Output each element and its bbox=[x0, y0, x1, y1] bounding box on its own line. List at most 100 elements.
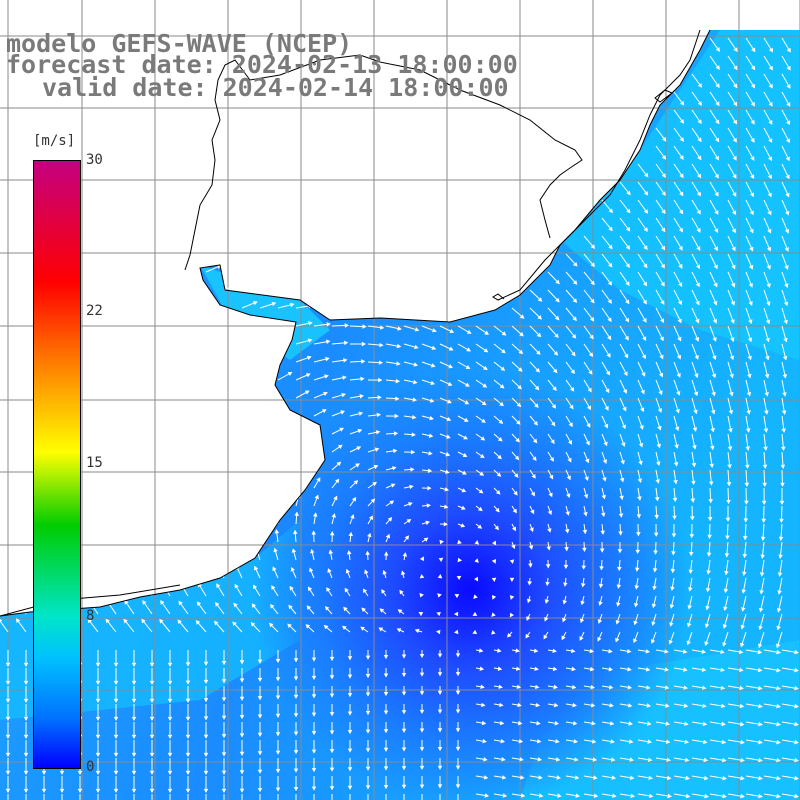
wind-arrow-head bbox=[437, 573, 443, 579]
wind-arrow-head bbox=[723, 588, 729, 594]
wind-arrow-head bbox=[460, 523, 466, 528]
coastline bbox=[492, 29, 701, 301]
wind-arrow-head bbox=[404, 535, 410, 540]
wind-arrow-head bbox=[760, 536, 766, 542]
wind-arrow-head bbox=[642, 299, 647, 305]
wind-arrow-head bbox=[414, 628, 420, 634]
wind-arrow-head bbox=[257, 696, 263, 701]
wind-arrow-head bbox=[95, 752, 101, 758]
wind-arrow-head bbox=[500, 366, 506, 371]
wind-arrow-head bbox=[427, 468, 433, 474]
wind-arrow-head bbox=[733, 101, 738, 107]
wind-arrow-head bbox=[695, 300, 700, 306]
wind-arrow-head bbox=[675, 408, 680, 414]
wind-arrow-head bbox=[447, 381, 453, 386]
wind-arrow-head bbox=[604, 406, 609, 411]
wind-arrow-head bbox=[705, 605, 710, 611]
wind-arrow-head bbox=[630, 793, 636, 799]
wind-arrow-head bbox=[239, 751, 245, 757]
wind-arrow-head bbox=[383, 673, 389, 678]
wind-arrow-head bbox=[778, 536, 784, 542]
wind-arrow-head bbox=[378, 627, 384, 632]
wind-arrow-head bbox=[383, 710, 389, 715]
wind-arrow-head bbox=[293, 750, 299, 755]
wind-arrow-head bbox=[360, 376, 365, 382]
wind-arrow-head bbox=[776, 721, 781, 727]
wind-arrow-head bbox=[5, 680, 11, 686]
wind-arrow-head bbox=[474, 558, 479, 563]
wind-arrow-head bbox=[517, 384, 522, 390]
wind-arrow-head bbox=[776, 739, 781, 745]
wind-arrow-head bbox=[635, 567, 640, 572]
wind-arrow-head bbox=[350, 514, 355, 519]
wind-arrow-head bbox=[776, 793, 781, 799]
wind-arrow-head bbox=[329, 675, 335, 680]
wind-arrow-head bbox=[624, 317, 630, 323]
wind-arrow-head bbox=[372, 481, 377, 487]
wind-arrow-head bbox=[742, 571, 747, 577]
wind-arrow-head bbox=[105, 618, 110, 624]
wind-arrow-head bbox=[397, 326, 402, 331]
wind-arrow-head bbox=[203, 752, 209, 758]
wind-arrow-head bbox=[149, 698, 155, 704]
wind-arrow-head bbox=[571, 684, 577, 690]
wind-arrow-head bbox=[203, 734, 209, 739]
wind-arrow-head bbox=[741, 607, 746, 612]
wind-arrow-head bbox=[643, 263, 648, 269]
wind-arrow-head bbox=[328, 549, 334, 554]
wind-arrow-head bbox=[617, 566, 622, 572]
wind-arrow-head bbox=[548, 492, 553, 498]
wind-arrow-head bbox=[533, 420, 538, 426]
wind-arrow-head bbox=[599, 566, 604, 571]
wind-arrow-head bbox=[177, 619, 182, 625]
wind-arrow-head bbox=[697, 137, 702, 143]
wind-arrow-head bbox=[465, 382, 470, 387]
wind-arrow-head bbox=[506, 632, 512, 638]
wind-arrow-head bbox=[691, 462, 697, 468]
wind-arrow-head bbox=[270, 603, 275, 609]
wind-arrow-head bbox=[496, 472, 502, 477]
wind-arrow-head bbox=[676, 354, 682, 360]
wind-arrow-head bbox=[664, 649, 669, 654]
wind-arrow-head bbox=[555, 279, 560, 285]
wind-arrow-head bbox=[444, 469, 450, 474]
wind-arrow-head bbox=[599, 548, 605, 553]
wind-arrow-head bbox=[738, 649, 744, 655]
wind-arrow-head bbox=[552, 386, 557, 392]
wind-arrow-head bbox=[500, 738, 506, 744]
wind-arrow-head bbox=[347, 730, 353, 735]
wind-arrow-head bbox=[553, 684, 558, 690]
wind-arrow-head bbox=[569, 404, 574, 410]
wind-arrow-head bbox=[651, 603, 657, 609]
wind-arrow-head bbox=[195, 619, 201, 625]
wind-arrow-head bbox=[628, 721, 633, 726]
wind-arrow-head bbox=[460, 505, 466, 510]
wind-arrow-head bbox=[767, 192, 772, 198]
wind-arrow-head bbox=[537, 757, 543, 762]
wind-arrow-head bbox=[679, 155, 684, 160]
wind-arrow-head bbox=[722, 642, 727, 647]
wind-arrow-head bbox=[365, 674, 371, 679]
wind-arrow-head bbox=[311, 657, 317, 662]
wind-arrow-head bbox=[379, 608, 385, 613]
wind-arrow-head bbox=[611, 775, 617, 780]
wind-arrow-head bbox=[653, 550, 658, 555]
wind-arrow-head bbox=[553, 702, 559, 708]
wind-arrow-head bbox=[419, 747, 425, 752]
wind-arrow-head bbox=[497, 437, 503, 442]
wind-arrow-head bbox=[562, 600, 568, 605]
wind-arrow-head bbox=[669, 604, 675, 609]
wind-arrow-head bbox=[730, 301, 736, 306]
wind-arrow-head bbox=[544, 616, 549, 622]
wind-arrow-head bbox=[23, 752, 29, 758]
wind-arrow-head bbox=[549, 474, 554, 480]
wind-arrow-head bbox=[87, 618, 92, 624]
wind-arrow-head bbox=[233, 602, 238, 608]
wind-arrow-head bbox=[697, 101, 702, 106]
wind-arrow-head bbox=[763, 446, 768, 451]
wind-arrow-head bbox=[731, 228, 736, 234]
wind-arrow-head bbox=[776, 703, 781, 709]
wind-arrow-head bbox=[419, 765, 425, 771]
wind-arrow-head bbox=[647, 739, 652, 744]
wind-arrow-head bbox=[740, 642, 745, 648]
